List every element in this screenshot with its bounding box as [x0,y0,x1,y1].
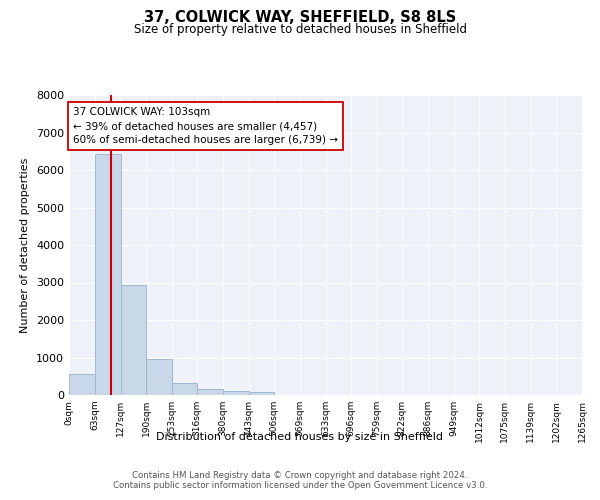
Bar [69,374,95,395]
Bar [95,154,121,395]
Text: Size of property relative to detached houses in Sheffield: Size of property relative to detached ho… [133,22,467,36]
Bar [172,382,197,395]
Text: Contains HM Land Registry data © Crown copyright and database right 2024.: Contains HM Land Registry data © Crown c… [132,472,468,480]
Text: Contains public sector information licensed under the Open Government Licence v3: Contains public sector information licen… [113,482,487,490]
Bar [248,392,274,395]
Bar [197,389,223,395]
Bar [121,285,146,395]
Text: 37, COLWICK WAY, SHEFFIELD, S8 8LS: 37, COLWICK WAY, SHEFFIELD, S8 8LS [144,10,456,25]
Y-axis label: Number of detached properties: Number of detached properties [20,158,31,332]
Text: Distribution of detached houses by size in Sheffield: Distribution of detached houses by size … [157,432,443,442]
Text: 37 COLWICK WAY: 103sqm
← 39% of detached houses are smaller (4,457)
60% of semi-: 37 COLWICK WAY: 103sqm ← 39% of detached… [73,107,338,145]
Bar [146,358,172,395]
Bar [223,391,248,395]
